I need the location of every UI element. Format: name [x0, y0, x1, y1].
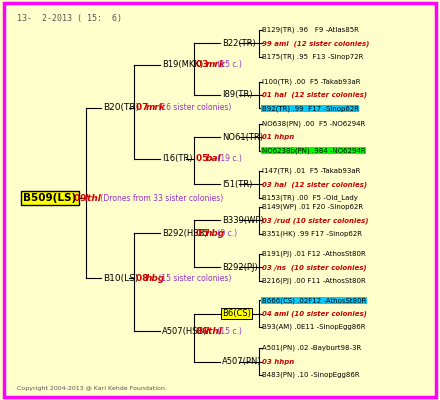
Text: (19 c.): (19 c.) — [215, 154, 242, 163]
Text: 07: 07 — [136, 103, 152, 112]
Text: A507(PN): A507(PN) — [222, 357, 262, 366]
Text: 99 aml  (12 sister colonies): 99 aml (12 sister colonies) — [262, 40, 369, 46]
Text: 05: 05 — [196, 154, 212, 163]
Text: lthl: lthl — [85, 194, 102, 202]
Text: mrk: mrk — [206, 60, 226, 69]
Text: mrk: mrk — [146, 103, 166, 112]
Text: 03 /ns  (10 sister colonies): 03 /ns (10 sister colonies) — [262, 264, 367, 271]
Text: (15 c.): (15 c.) — [215, 60, 242, 69]
Text: B93(AM) .0E11 -SinopEgg86R: B93(AM) .0E11 -SinopEgg86R — [262, 324, 365, 330]
Text: I16(TR): I16(TR) — [162, 154, 192, 163]
Text: B10(LS): B10(LS) — [103, 274, 138, 283]
Text: B483(PN) .10 -SinopEgg86R: B483(PN) .10 -SinopEgg86R — [262, 372, 359, 378]
Text: A507(HSB): A507(HSB) — [162, 327, 207, 336]
Text: hbg: hbg — [206, 229, 225, 238]
Text: B20(TR): B20(TR) — [103, 103, 139, 112]
Text: (15 sister colonies): (15 sister colonies) — [156, 274, 231, 283]
Text: I100(TR) .00  F5 -Takab93aR: I100(TR) .00 F5 -Takab93aR — [262, 78, 360, 85]
Text: 01 hhpn: 01 hhpn — [262, 134, 294, 140]
Text: 03 hal  (12 sister colonies): 03 hal (12 sister colonies) — [262, 181, 367, 188]
Text: 08: 08 — [136, 274, 152, 283]
Text: B129(TR) .96   F9 -Atlas85R: B129(TR) .96 F9 -Atlas85R — [262, 27, 359, 33]
Text: NO61(TR): NO61(TR) — [222, 133, 263, 142]
Text: 13-  2-2013 ( 15:  6): 13- 2-2013 ( 15: 6) — [17, 14, 122, 23]
Text: B292(PJ): B292(PJ) — [222, 263, 258, 272]
Text: B191(PJ) .01 F12 -AthosSt80R: B191(PJ) .01 F12 -AthosSt80R — [262, 251, 366, 257]
Text: (Drones from 33 sister colonies): (Drones from 33 sister colonies) — [99, 194, 224, 202]
Text: I147(TR) .01  F5 -Takab93aR: I147(TR) .01 F5 -Takab93aR — [262, 168, 360, 174]
Text: NO6238b(PN) .984 -NO6294R: NO6238b(PN) .984 -NO6294R — [262, 147, 365, 154]
Text: B292(HSB): B292(HSB) — [162, 229, 207, 238]
Text: 03 /rud (10 sister colonies): 03 /rud (10 sister colonies) — [262, 217, 368, 224]
Text: B339(WP): B339(WP) — [222, 216, 264, 225]
Text: 06: 06 — [196, 327, 212, 336]
Text: hbg: hbg — [146, 274, 165, 283]
Text: lthl: lthl — [206, 327, 223, 336]
Text: 09: 09 — [74, 194, 90, 202]
Text: B175(TR) .95  F13 -Sinop72R: B175(TR) .95 F13 -Sinop72R — [262, 53, 363, 60]
Text: NO638(PN) .00  F5 -NO6294R: NO638(PN) .00 F5 -NO6294R — [262, 121, 365, 127]
Text: B6(CS): B6(CS) — [222, 309, 251, 318]
Text: (9 c.): (9 c.) — [215, 229, 238, 238]
Text: Copyright 2004-2013 @ Karl Kehde Foundation.: Copyright 2004-2013 @ Karl Kehde Foundat… — [17, 386, 167, 391]
Text: (16 sister colonies): (16 sister colonies) — [156, 103, 231, 112]
Text: 03: 03 — [196, 60, 212, 69]
Text: I89(TR): I89(TR) — [222, 90, 253, 100]
Text: B153(TR) .00  F5 -Old_Lady: B153(TR) .00 F5 -Old_Lady — [262, 194, 358, 201]
Text: B149(WP) .01 F20 -Sinop62R: B149(WP) .01 F20 -Sinop62R — [262, 204, 363, 210]
Text: B19(MKK): B19(MKK) — [162, 60, 203, 69]
Text: B92(TR) .99  F17 -Sinop62R: B92(TR) .99 F17 -Sinop62R — [262, 105, 359, 112]
Text: bal: bal — [206, 154, 221, 163]
Text: (15 c.): (15 c.) — [215, 327, 242, 336]
Text: B22(TR): B22(TR) — [222, 39, 256, 48]
Text: B666(CS) .02F12 -AthosSt80R: B666(CS) .02F12 -AthosSt80R — [262, 297, 366, 304]
Text: 04 aml (10 sister colonies): 04 aml (10 sister colonies) — [262, 310, 367, 317]
Text: A501(PN) .02 -Bayburt98-3R: A501(PN) .02 -Bayburt98-3R — [262, 345, 361, 352]
Text: B216(PJ) .00 F11 -AthosSt80R: B216(PJ) .00 F11 -AthosSt80R — [262, 278, 366, 284]
Text: 03 hhpn: 03 hhpn — [262, 358, 294, 364]
Text: I51(TR): I51(TR) — [222, 180, 253, 189]
Text: 01 hal  (12 sister colonies): 01 hal (12 sister colonies) — [262, 92, 367, 98]
Text: 05: 05 — [196, 229, 212, 238]
Text: B351(HK) .99 F17 -Sinop62R: B351(HK) .99 F17 -Sinop62R — [262, 230, 362, 237]
Text: B509(LS): B509(LS) — [23, 193, 76, 203]
